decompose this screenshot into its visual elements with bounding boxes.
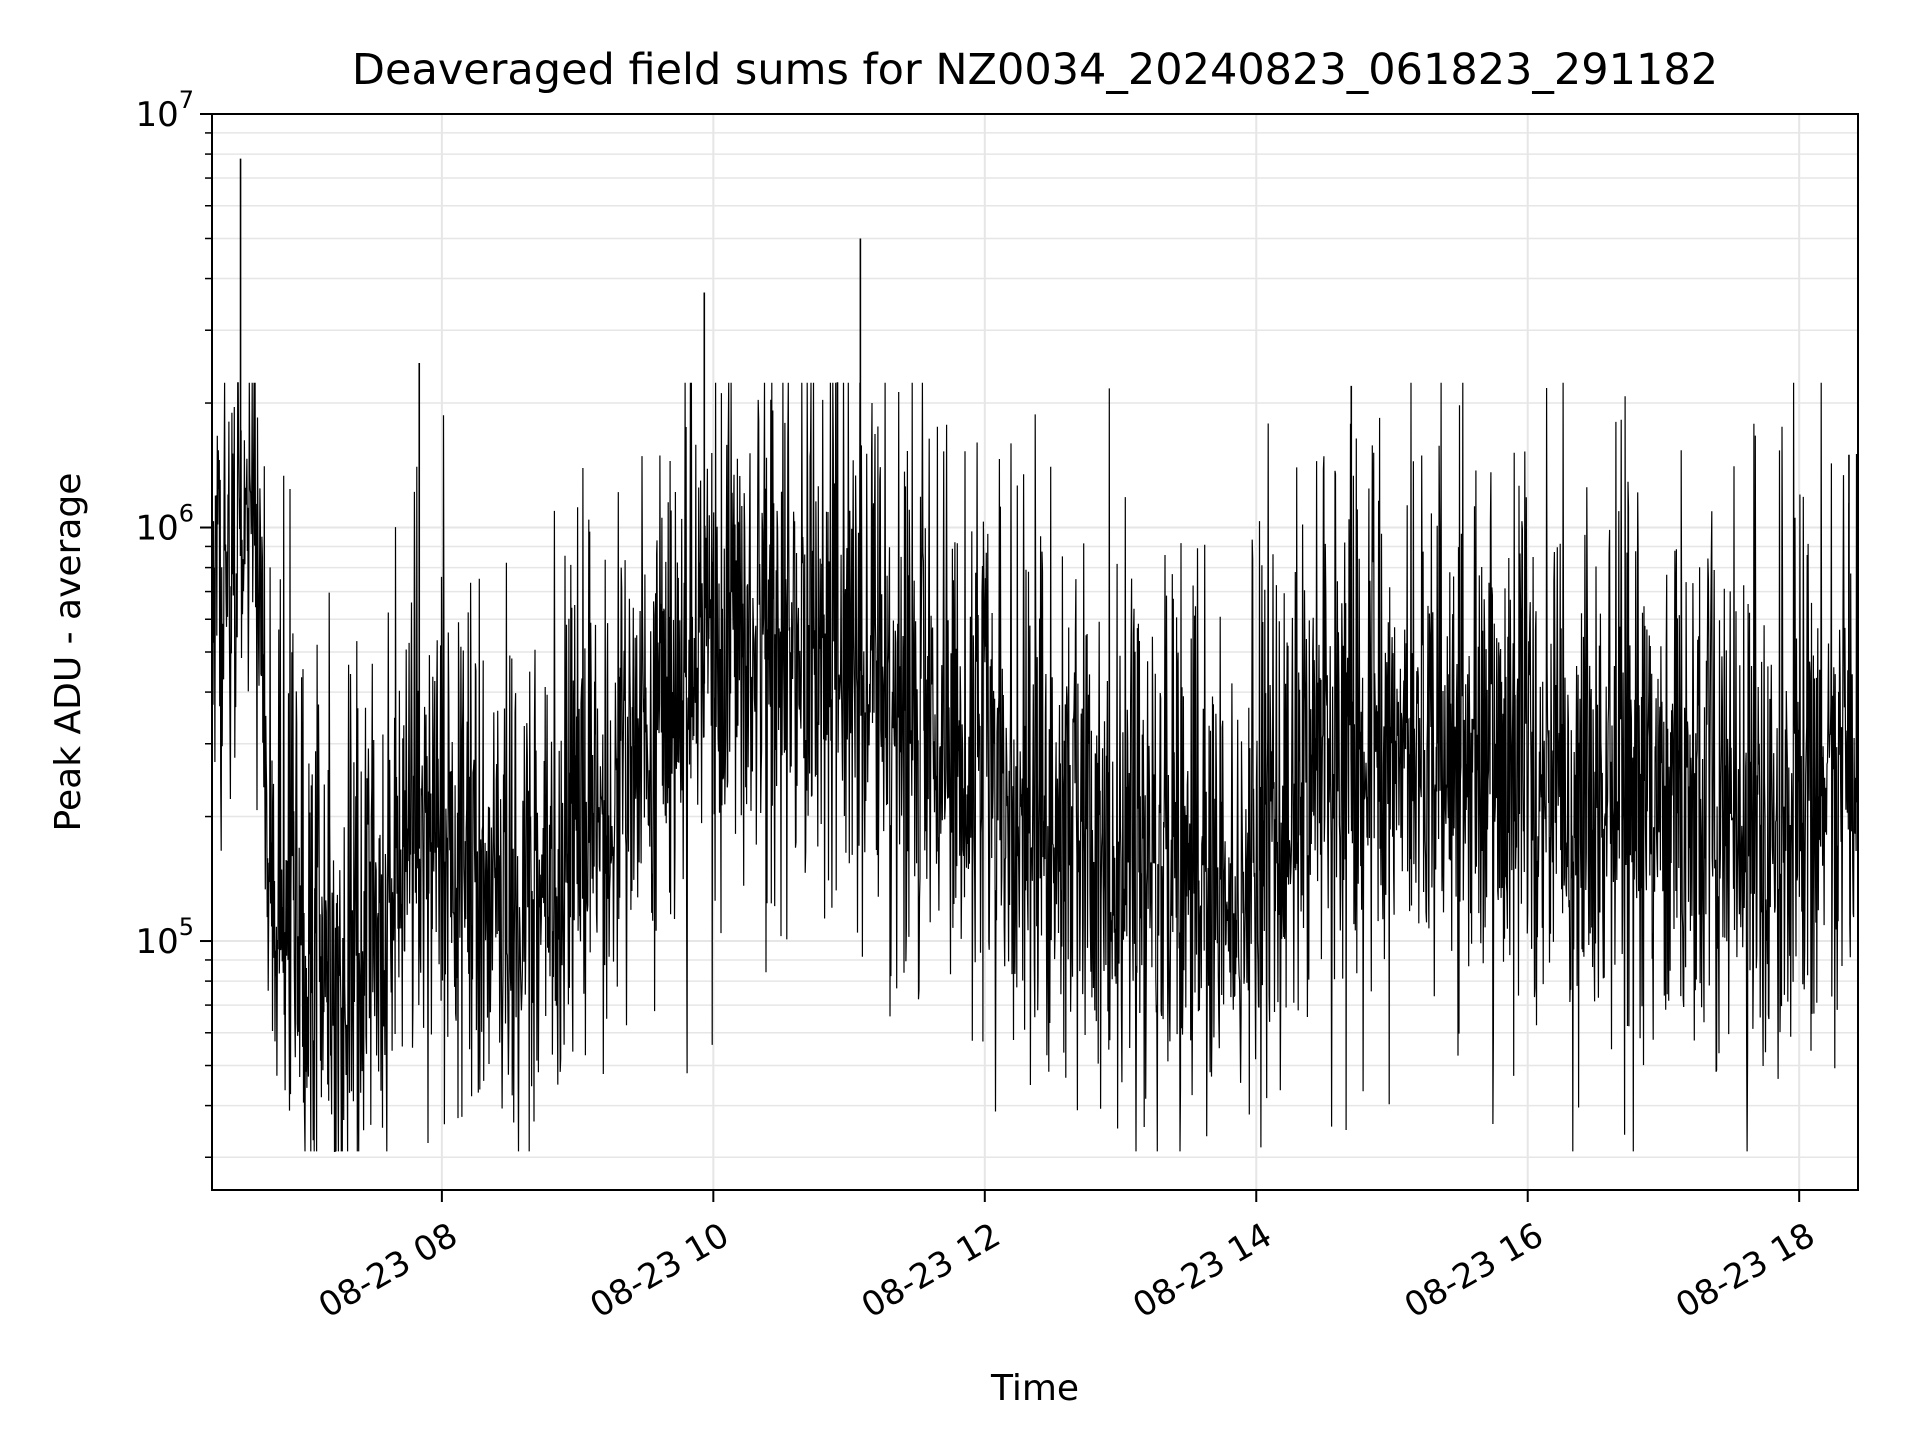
series-line (211, 382, 1859, 1152)
y-tick-base: 10 (135, 922, 178, 962)
y-tick-label: 107 (135, 86, 194, 135)
y-tick-label: 105 (135, 913, 194, 962)
y-tick-exponent: 6 (179, 500, 194, 528)
y-tick-exponent: 5 (179, 913, 194, 941)
chart-title: Deaveraged field sums for NZ0034_2024082… (352, 45, 1718, 95)
x-axis-label: Time (990, 1368, 1079, 1409)
series-group (211, 158, 1859, 1152)
y-tick-label: 106 (135, 500, 194, 549)
y-tick-base: 10 (135, 95, 178, 135)
y-tick-exponent: 7 (179, 86, 194, 114)
y-axis-label: Peak ADU - average (48, 473, 89, 832)
y-tick-base: 10 (135, 509, 178, 549)
